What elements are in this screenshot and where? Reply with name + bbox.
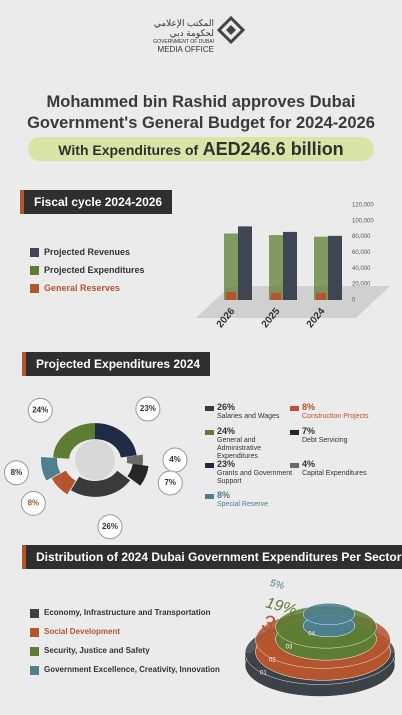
subtitle-highlight: AED246.6 billion (202, 139, 344, 159)
label-bubble (20, 490, 46, 516)
ring-code: 03 (286, 645, 293, 651)
ring-code: 04 (308, 632, 315, 638)
value-label: 24% (32, 406, 48, 415)
ring-code: 01 (260, 671, 267, 677)
ring-code: 02 (269, 658, 276, 664)
title: Mohammed bin Rashid approves Dubai Gover… (27, 93, 375, 132)
logo-mark (226, 25, 236, 35)
section-header: Fiscal cycle 2024-2026 (20, 190, 173, 214)
legend-label: Capital Expenditures (302, 470, 367, 477)
bar (283, 231, 297, 300)
y-tick-label: 60,000 (352, 250, 371, 256)
label-bubble (27, 397, 53, 423)
label-bubble (3, 460, 29, 486)
bar (238, 226, 252, 300)
legend-label: Government Excellence, Creativity, Innov… (44, 665, 220, 674)
legend-swatch (30, 609, 39, 618)
legend-label: Projected Expenditures (44, 265, 145, 275)
legend-value: 24% (217, 426, 236, 436)
legend-value: 23% (217, 459, 236, 469)
value-label: 5% (269, 578, 286, 592)
bar (226, 292, 236, 300)
y-tick-label: 0 (352, 298, 356, 304)
legend-label: General Reserves (44, 283, 121, 293)
bar (316, 292, 326, 300)
y-tick-label: 80,000 (352, 234, 371, 240)
legend-swatch (30, 266, 39, 275)
subtitle: With Expenditures of AED246.6 billion (28, 137, 374, 161)
label-bubble (135, 396, 161, 422)
donut-slice (94, 423, 137, 459)
legend-swatch (30, 666, 39, 675)
donut-slice (41, 456, 61, 481)
legend-label: Debt Servicing (302, 437, 348, 444)
legend-label: Salaries and Wages (217, 413, 280, 420)
legend-swatch (205, 494, 214, 499)
legend-label: Grants and Government Support (217, 470, 293, 485)
legend-label: Special Reserve (217, 501, 268, 508)
logo-mark (216, 15, 246, 45)
logo-text: MEDIA OFFICE (157, 45, 214, 54)
legend-label: Construction Projects (302, 413, 369, 420)
donut-slice (51, 470, 77, 495)
bar (224, 233, 238, 300)
logo-arabic: المكتب الإعلامي لحكومة دبي (152, 18, 214, 38)
legend-swatch (30, 628, 39, 637)
section-header: Distribution of 2024 Dubai Government Ex… (22, 545, 402, 569)
value-label: 23% (140, 404, 156, 413)
value-label: 8% (11, 468, 23, 477)
value-label: 8% (28, 498, 40, 507)
donut-slice (70, 470, 131, 497)
donut-slice (127, 463, 149, 486)
bar (271, 292, 281, 300)
legend-swatch (205, 406, 214, 411)
legend-label: Security, Justice and Safety (44, 646, 150, 655)
logo-text: GOVERNMENT OF DUBAI (153, 39, 214, 45)
legend-swatch (290, 430, 299, 435)
y-tick-label: 120,000 (352, 203, 374, 209)
label-bubble (97, 514, 123, 540)
section-header: Projected Expenditures 2024 (22, 352, 211, 376)
value-label: 7% (164, 478, 176, 487)
subtitle-text: With Expenditures of (58, 142, 199, 158)
legend-value: 8% (302, 402, 316, 412)
logo-text: لحكومة دبي (169, 28, 214, 38)
y-tick-label: 40,000 (352, 266, 371, 272)
label-bubble (157, 470, 183, 496)
legend-label: Projected Revenues (44, 247, 131, 257)
legend-swatch (205, 430, 214, 435)
legend-swatch (290, 406, 299, 411)
value-label: 26% (102, 522, 118, 531)
legend-swatch (30, 284, 39, 293)
legend-swatch (30, 248, 39, 257)
bar (269, 235, 283, 300)
legend-value: 26% (217, 402, 236, 412)
legend-label: General and Administrative Expenditures (217, 437, 261, 460)
value-label: 4% (169, 455, 181, 464)
legend-swatch (205, 463, 214, 468)
legend-value: 7% (302, 426, 316, 436)
legend-label: Economy, Infrastructure and Transportati… (44, 608, 211, 617)
legend-swatch (290, 463, 299, 468)
logo-text: المكتب الإعلامي (153, 18, 214, 28)
ring-top (302, 602, 356, 626)
y-tick-label: 100,000 (352, 218, 374, 224)
legend-swatch (30, 647, 39, 656)
donut-center (75, 440, 115, 480)
bar (314, 236, 328, 300)
donut-slice (53, 423, 96, 460)
legend-value: 4% (302, 459, 316, 469)
bar (328, 235, 342, 300)
legend-label: Social Development (44, 627, 121, 636)
legend-value: 8% (217, 490, 231, 500)
y-tick-label: 20,000 (352, 282, 371, 288)
